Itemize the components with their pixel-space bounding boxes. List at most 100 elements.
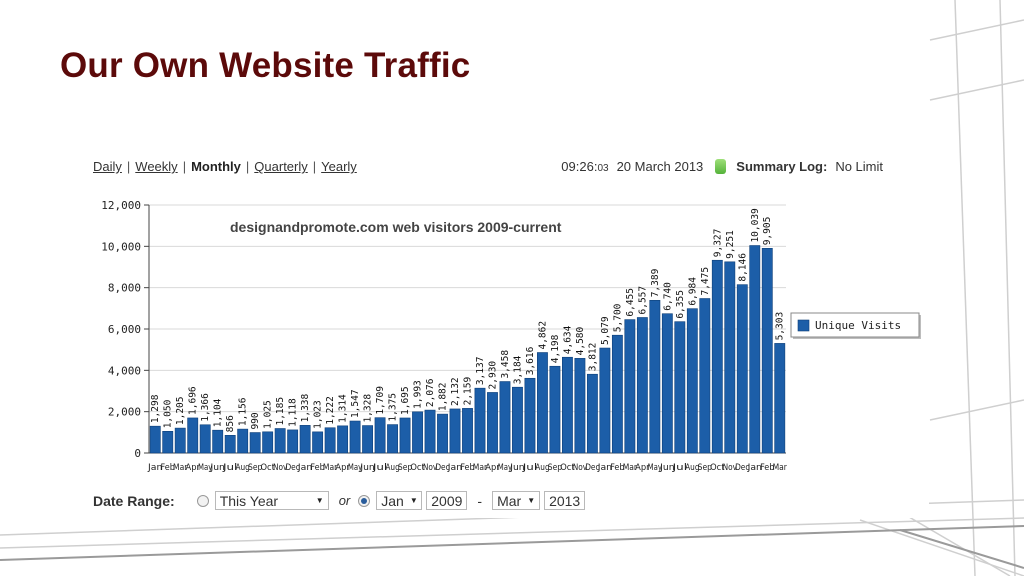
x-tick-label: Jan [147, 463, 162, 473]
x-tick-label: Aug [685, 463, 699, 473]
bar [487, 392, 498, 454]
x-tick-label: Nov [423, 463, 438, 473]
data-label: 1,709 [375, 386, 386, 415]
x-tick-label: Mar [173, 463, 188, 473]
bar [237, 428, 249, 454]
bar [274, 428, 286, 454]
x-tick-label: Jan [747, 463, 762, 473]
x-tick-label: Feb [610, 463, 625, 473]
nav-separator: | [182, 159, 187, 174]
bar [624, 319, 636, 454]
preset-select[interactable]: This Year ▼ [214, 491, 329, 510]
x-tick-label: Mar [473, 463, 488, 473]
x-tick-label: Jun [209, 463, 224, 473]
data-label: 1,696 [188, 386, 199, 415]
x-tick-label: Oct [260, 463, 275, 473]
data-label: 1,025 [263, 400, 274, 429]
x-tick-label: Oct [710, 463, 725, 473]
x-tick-label: Oct [410, 463, 425, 473]
legend-box [790, 312, 920, 338]
analytics-panel: Daily | Weekly | Monthly | Quarterly | Yearly 09… [83, 148, 929, 518]
bar [349, 420, 361, 454]
data-label: 1,314 [338, 394, 349, 423]
data-label: 1,205 [175, 396, 186, 425]
data-label: 1,882 [438, 382, 449, 411]
range-dash: - [477, 492, 483, 509]
slide-title: Our Own Website Traffic [60, 46, 471, 85]
x-tick-label: Aug [535, 463, 549, 473]
data-label: 6,984 [687, 277, 698, 306]
x-tick-label: Feb [310, 463, 325, 473]
bar [736, 284, 748, 454]
bar [337, 425, 349, 454]
x-tick-label: Mar [773, 463, 788, 473]
data-label: 3,616 [525, 346, 536, 375]
data-label: 7,389 [650, 268, 661, 297]
bar [611, 334, 623, 454]
bar [399, 417, 411, 454]
chevron-down-icon: ▼ [315, 496, 324, 505]
data-label: 1,993 [413, 380, 424, 409]
data-label: 9,905 [762, 217, 773, 246]
data-label: 4,634 [562, 325, 573, 354]
nav-separator: | [126, 159, 131, 174]
bar [224, 435, 236, 454]
summary-log-value: No Limit [835, 159, 883, 174]
bar [649, 299, 661, 454]
bar [586, 373, 598, 454]
bar [512, 386, 523, 454]
data-label: 4,862 [537, 321, 548, 350]
x-tick-label: Dec [435, 463, 449, 473]
data-label: 10,039 [750, 208, 761, 243]
daily-link[interactable]: Daily [93, 159, 122, 174]
data-label: 2,930 [487, 361, 498, 390]
data-label: 1,375 [388, 393, 399, 422]
bar [362, 425, 373, 454]
data-label: 1,547 [350, 389, 361, 418]
bar [636, 317, 648, 454]
from-month-select[interactable]: Jan ▼ [376, 491, 423, 510]
x-tick-label: Sep [698, 463, 713, 473]
bar [599, 347, 611, 454]
from-year-input[interactable]: 2009 [426, 491, 468, 510]
bar [661, 313, 673, 454]
monthly-link[interactable]: Monthly [191, 159, 241, 174]
bar [761, 247, 773, 454]
y-tick-label: 10,000 [101, 240, 141, 253]
to-month-select[interactable]: Mar ▼ [492, 491, 541, 510]
data-label: 1,366 [200, 393, 211, 422]
status-indicator-icon [715, 159, 727, 174]
bar [749, 245, 761, 454]
x-tick-label: Dec [735, 463, 749, 473]
weekly-link[interactable]: Weekly [135, 159, 178, 174]
data-label: 856 [225, 415, 236, 432]
data-label: 1,118 [288, 398, 299, 427]
bar [437, 413, 448, 454]
bar [149, 425, 161, 454]
preset-radio[interactable] [196, 494, 209, 507]
x-tick-label: Oct [560, 463, 575, 473]
bar [262, 431, 274, 454]
bar [249, 432, 261, 454]
x-tick-label: Apr [485, 463, 500, 473]
x-tick-label: Jan [597, 463, 612, 473]
x-tick-label: Nov [273, 463, 288, 473]
bar [387, 424, 398, 454]
data-label: 3,458 [500, 350, 511, 379]
x-tick-label: May [648, 463, 663, 473]
bar [699, 298, 711, 454]
to-year-input[interactable]: 2013 [544, 491, 586, 510]
x-tick-label: Jul [521, 463, 537, 473]
yearly-link[interactable]: Yearly [321, 159, 357, 174]
x-tick-label: Jan [297, 463, 312, 473]
x-tick-label: Apr [186, 463, 201, 473]
or-label: or [338, 493, 351, 508]
nav-separator: | [245, 159, 250, 174]
data-label: 1,185 [275, 397, 286, 426]
x-tick-label: Sep [548, 463, 563, 473]
quarterly-link[interactable]: Quarterly [254, 159, 308, 174]
custom-range-radio[interactable] [358, 494, 371, 507]
bar [312, 431, 324, 454]
x-tick-label: Sep [398, 463, 413, 473]
clock-seconds: 03 [597, 163, 609, 174]
